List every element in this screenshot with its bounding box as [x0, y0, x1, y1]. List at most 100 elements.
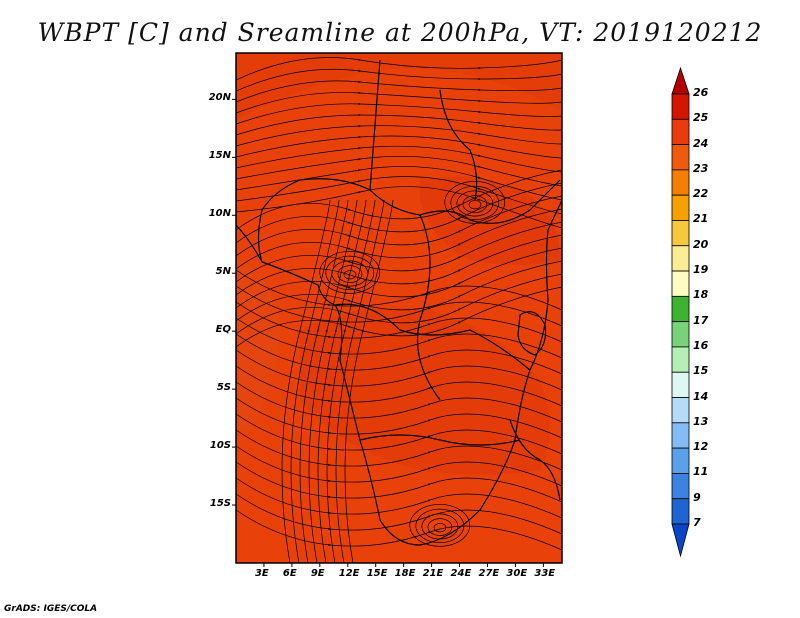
lat-label: 15N [208, 150, 231, 162]
lat-label: EQ [215, 324, 231, 336]
streamline [236, 68, 562, 92]
colorbar-swatch [671, 169, 690, 196]
colorbar-label: 9 [693, 490, 701, 504]
streamline [236, 91, 562, 114]
streamline [450, 185, 500, 221]
lon-label: 6E [282, 568, 297, 579]
colorbar-label: 19 [693, 263, 709, 277]
colorbar-label: 20 [693, 237, 709, 251]
streamline [236, 145, 562, 173]
figure-title: WBPT [C] and Sreamline at 200hPa, VT: 20… [37, 18, 763, 47]
colorbar-label: 16 [693, 338, 709, 352]
lon-label: 15E [366, 568, 388, 579]
colorbar-label: 17 [693, 313, 709, 327]
streamline [236, 317, 562, 359]
streamline [331, 260, 369, 287]
colorbar-swatch [671, 447, 690, 474]
colorbar-label: 12 [693, 440, 709, 454]
streamline [462, 195, 488, 213]
streamline [236, 102, 562, 125]
colorbar-label: 21 [693, 212, 709, 226]
axis-ticks [232, 98, 544, 567]
streamline [317, 199, 367, 563]
lat-label: 20N [208, 92, 231, 104]
lon-label: 33E [534, 568, 556, 579]
streamline [319, 251, 381, 294]
streamline [415, 508, 465, 544]
colorbar-max-triangle [671, 66, 690, 95]
colorbar-label: 22 [693, 187, 709, 201]
colorbar-swatch [671, 346, 690, 373]
lat-label: 15S [209, 498, 231, 510]
streamlines [236, 57, 562, 563]
lon-label: 3E [254, 568, 269, 579]
lon-label: 24E [450, 568, 472, 579]
streamline [236, 80, 562, 103]
streamline [468, 200, 482, 210]
coastlines [236, 59, 562, 546]
colorbar-label: 13 [693, 414, 709, 428]
streamline [344, 199, 394, 563]
streamline [236, 381, 562, 423]
colorbar-swatch [671, 93, 690, 120]
streamline [236, 124, 562, 147]
colorbar-swatch [671, 295, 690, 323]
lat-label: 10S [209, 440, 231, 452]
streamline [236, 461, 562, 503]
streamline [236, 429, 562, 471]
colorbar-swatch [671, 422, 690, 449]
streamline [335, 199, 385, 563]
streamline [456, 190, 494, 217]
colorbar-label: 24 [693, 136, 709, 150]
streamline [427, 518, 453, 536]
streamline [236, 333, 562, 375]
colorbar-label: 7 [693, 516, 701, 529]
colorbar [671, 66, 690, 558]
colorbar-swatch [671, 144, 690, 171]
streamline [236, 135, 562, 159]
streamline [236, 301, 562, 343]
colorbar-label: 23 [693, 161, 709, 175]
colorbar-label: 14 [693, 389, 709, 403]
streamline [444, 181, 506, 224]
grads-credit: GrADS: IGES/COLA [4, 604, 98, 614]
lat-label: 5N [215, 266, 231, 278]
colorbar-min-triangle [671, 523, 690, 558]
streamline [236, 349, 562, 391]
colorbar-swatch [671, 245, 690, 272]
streamline [290, 199, 340, 563]
lon-label: 27E [478, 568, 500, 579]
streamline [236, 397, 562, 439]
colorbar-label: 11 [693, 465, 709, 479]
colorbar-swatch [671, 473, 690, 500]
colorbar-swatch [671, 498, 690, 525]
streamline [236, 445, 562, 487]
colorbar-label: 18 [693, 288, 709, 302]
streamline [433, 523, 447, 533]
streamline [236, 155, 562, 187]
colorbar-swatch [671, 194, 690, 221]
colorbar-swatch [671, 371, 690, 398]
streamline [343, 270, 357, 280]
colorbar-swatch [671, 270, 690, 297]
streamline [337, 265, 363, 283]
lon-label: 9E [310, 568, 325, 579]
streamline [308, 199, 358, 563]
streamline [236, 286, 562, 348]
streamline [236, 166, 562, 201]
streamline [236, 176, 562, 215]
lat-label: 5S [216, 382, 231, 394]
colorbar-label: 25 [693, 111, 709, 125]
streamline [325, 255, 375, 291]
streamline [236, 285, 562, 327]
lon-label: 18E [394, 568, 416, 579]
streamline [236, 509, 562, 551]
streamline [299, 199, 349, 563]
lon-label: 21E [422, 568, 444, 579]
streamline [236, 365, 562, 407]
colorbar-swatch [671, 397, 690, 424]
colorbar-swatch [671, 118, 690, 145]
colorbar-swatch [671, 321, 690, 348]
streamline [236, 113, 562, 136]
